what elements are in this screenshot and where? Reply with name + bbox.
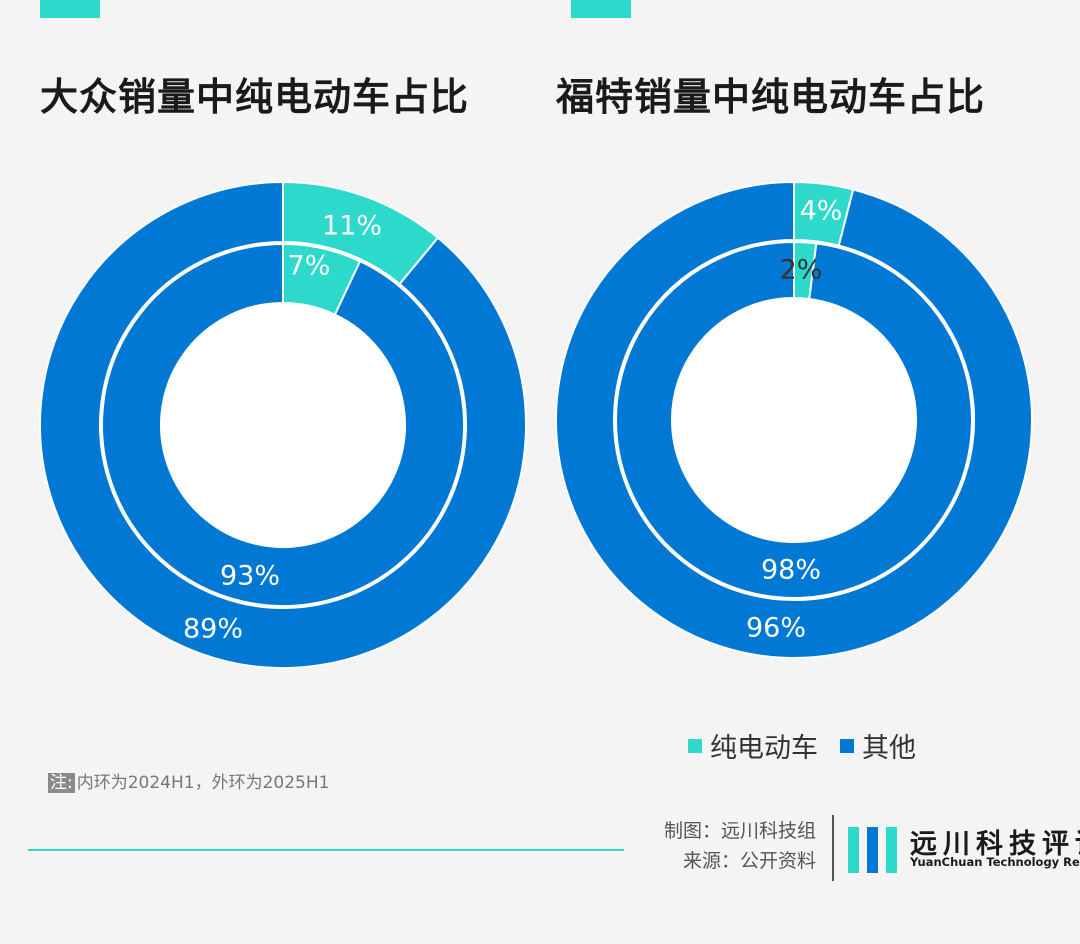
legend-label-ev: 纯电动车 [710, 733, 818, 764]
label-ford-outer-ev: 4% [800, 196, 843, 227]
credit-maker: 制图：远川科技组 [663, 820, 816, 842]
label-ford-outer-other: 96% [746, 613, 806, 644]
legend-swatch-ev [688, 738, 702, 753]
brand-name-cn: 远川科技评论 [910, 829, 1080, 860]
slice-ford-outer-other [555, 180, 1033, 659]
brand-logo-icon [848, 827, 900, 873]
footnote-label: 注: [48, 773, 75, 793]
chart-title-vw: 大众销量中纯电动车占比 [40, 75, 470, 119]
label-vw-outer-ev: 11% [322, 211, 382, 242]
donut-charts: 11% 89% 7% 93% 4% 96% 2% 98% [39, 180, 1033, 669]
footnote: 注: 内环为2024H1，外环为2025H1 [48, 768, 329, 793]
label-vw-inner-other: 93% [220, 561, 280, 592]
divider-line [28, 849, 624, 851]
slice-vw-inner-other [101, 242, 465, 607]
legend-label-other: 其他 [862, 733, 916, 764]
legend-item-other: 其他 [840, 726, 916, 765]
slice-vw-outer-other [39, 180, 527, 669]
label-ford-inner-other: 98% [761, 555, 821, 586]
credits-separator [832, 815, 834, 881]
accent-bar-right [571, 0, 631, 18]
legend-swatch-other [840, 738, 854, 753]
credit-source: 来源：公开资料 [682, 850, 816, 872]
infographic-page: 大众销量中纯电动车占比 福特销量中纯电动车占比 11% 89% 7% 93% 4% 96%… [10, 0, 1080, 944]
label-vw-inner-ev: 7% [288, 251, 331, 282]
chart-title-ford: 福特销量中纯电动车占比 [556, 75, 986, 119]
credits: 制图：远川科技组 来源：公开资料 [630, 816, 816, 876]
label-ford-inner-ev: 2% [780, 255, 823, 286]
label-vw-outer-other: 89% [183, 614, 243, 645]
brand-name-en: YuanChuan Technology Review [910, 855, 1080, 869]
footnote-text: 内环为2024H1，外环为2025H1 [76, 773, 330, 793]
legend: 纯电动车 其他 [688, 726, 938, 765]
slice-ford-inner-other [615, 240, 973, 599]
accent-bar-left [40, 0, 100, 18]
legend-item-ev: 纯电动车 [688, 726, 818, 765]
